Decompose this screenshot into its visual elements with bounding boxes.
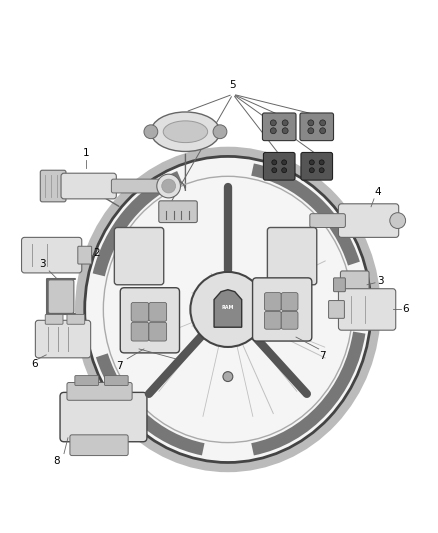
Text: 8: 8 bbox=[53, 456, 60, 465]
Text: RAM: RAM bbox=[222, 305, 234, 310]
Circle shape bbox=[213, 125, 227, 139]
FancyBboxPatch shape bbox=[253, 278, 312, 341]
FancyBboxPatch shape bbox=[120, 288, 180, 353]
Circle shape bbox=[272, 168, 277, 173]
Text: 7: 7 bbox=[319, 351, 326, 361]
Circle shape bbox=[270, 120, 276, 126]
Text: 6: 6 bbox=[31, 359, 38, 369]
Circle shape bbox=[282, 168, 286, 173]
Ellipse shape bbox=[85, 156, 371, 463]
FancyBboxPatch shape bbox=[339, 204, 399, 237]
FancyBboxPatch shape bbox=[281, 293, 298, 310]
FancyBboxPatch shape bbox=[340, 271, 369, 298]
Circle shape bbox=[308, 128, 314, 134]
Text: 3: 3 bbox=[39, 259, 46, 269]
Text: 2: 2 bbox=[94, 248, 100, 258]
FancyBboxPatch shape bbox=[60, 392, 147, 442]
FancyBboxPatch shape bbox=[149, 303, 167, 321]
Circle shape bbox=[320, 128, 325, 134]
FancyBboxPatch shape bbox=[339, 289, 396, 330]
Circle shape bbox=[157, 174, 180, 198]
FancyBboxPatch shape bbox=[149, 322, 167, 341]
FancyBboxPatch shape bbox=[48, 280, 74, 313]
Circle shape bbox=[282, 160, 286, 165]
Circle shape bbox=[390, 213, 406, 229]
FancyBboxPatch shape bbox=[265, 311, 281, 329]
FancyBboxPatch shape bbox=[111, 179, 165, 193]
FancyBboxPatch shape bbox=[70, 435, 128, 456]
FancyBboxPatch shape bbox=[78, 246, 92, 264]
Circle shape bbox=[282, 128, 288, 134]
FancyBboxPatch shape bbox=[21, 237, 82, 273]
Circle shape bbox=[320, 120, 325, 126]
Circle shape bbox=[223, 372, 233, 382]
FancyBboxPatch shape bbox=[105, 376, 128, 385]
FancyBboxPatch shape bbox=[159, 201, 197, 223]
Text: 5: 5 bbox=[230, 80, 236, 90]
Circle shape bbox=[309, 168, 314, 173]
Circle shape bbox=[319, 168, 324, 173]
FancyBboxPatch shape bbox=[333, 278, 346, 292]
Ellipse shape bbox=[163, 121, 208, 143]
FancyBboxPatch shape bbox=[310, 214, 346, 228]
FancyBboxPatch shape bbox=[75, 376, 99, 385]
FancyBboxPatch shape bbox=[114, 228, 164, 285]
FancyBboxPatch shape bbox=[300, 113, 333, 141]
Circle shape bbox=[144, 125, 158, 139]
FancyBboxPatch shape bbox=[301, 152, 332, 180]
Circle shape bbox=[309, 160, 314, 165]
FancyBboxPatch shape bbox=[40, 170, 66, 202]
Circle shape bbox=[162, 179, 176, 193]
Circle shape bbox=[270, 128, 276, 134]
FancyBboxPatch shape bbox=[131, 303, 149, 321]
Polygon shape bbox=[214, 290, 242, 327]
FancyBboxPatch shape bbox=[45, 314, 63, 324]
FancyBboxPatch shape bbox=[35, 320, 91, 358]
FancyBboxPatch shape bbox=[131, 322, 149, 341]
Ellipse shape bbox=[151, 112, 220, 151]
Circle shape bbox=[191, 272, 265, 347]
FancyBboxPatch shape bbox=[262, 113, 296, 141]
Text: 4: 4 bbox=[374, 187, 381, 197]
FancyBboxPatch shape bbox=[328, 301, 344, 318]
Circle shape bbox=[308, 120, 314, 126]
Text: 7: 7 bbox=[116, 361, 123, 371]
Text: 6: 6 bbox=[403, 304, 409, 314]
FancyBboxPatch shape bbox=[267, 228, 317, 285]
Circle shape bbox=[272, 160, 277, 165]
FancyBboxPatch shape bbox=[67, 314, 85, 324]
FancyBboxPatch shape bbox=[281, 311, 298, 329]
Text: 1: 1 bbox=[82, 148, 89, 158]
FancyBboxPatch shape bbox=[61, 173, 117, 199]
Circle shape bbox=[319, 160, 324, 165]
FancyBboxPatch shape bbox=[265, 293, 281, 310]
FancyBboxPatch shape bbox=[67, 383, 132, 400]
Circle shape bbox=[282, 120, 288, 126]
FancyBboxPatch shape bbox=[263, 152, 295, 180]
Text: 3: 3 bbox=[377, 276, 384, 286]
